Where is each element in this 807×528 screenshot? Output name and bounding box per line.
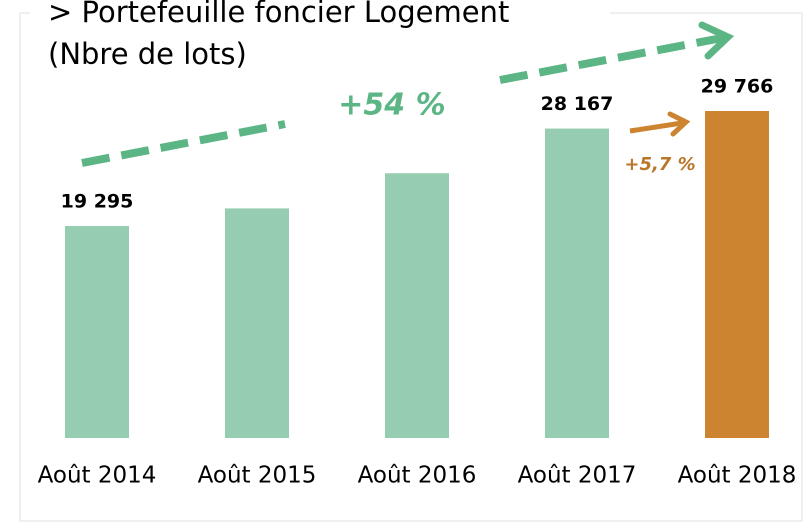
x-tick-label: Août 2014	[38, 463, 157, 489]
data-label: 19 295	[61, 191, 134, 213]
chart-title: (Nbre de lots)	[48, 37, 247, 71]
x-tick-label: Août 2018	[678, 463, 797, 489]
data-label: 28 167	[541, 93, 614, 115]
annotation: +54 %	[338, 88, 445, 123]
x-tick-label: Août 2015	[198, 463, 317, 489]
annotation: +5,7 %	[624, 154, 695, 175]
x-tick-label: Août 2017	[518, 463, 637, 489]
trend-arrow	[81, 120, 286, 167]
bar	[545, 128, 609, 439]
data-label: 29 766	[701, 76, 774, 98]
bar	[705, 111, 769, 438]
x-tick-label: Août 2016	[358, 463, 477, 489]
arrow-head	[698, 21, 735, 60]
bar	[385, 173, 449, 438]
title-background	[30, 0, 610, 80]
bar	[65, 226, 129, 438]
growth-arrow	[629, 120, 683, 134]
bar	[225, 208, 289, 438]
arrow-head	[667, 111, 691, 137]
chart-title: > Portefeuille foncier Logement	[48, 0, 509, 29]
